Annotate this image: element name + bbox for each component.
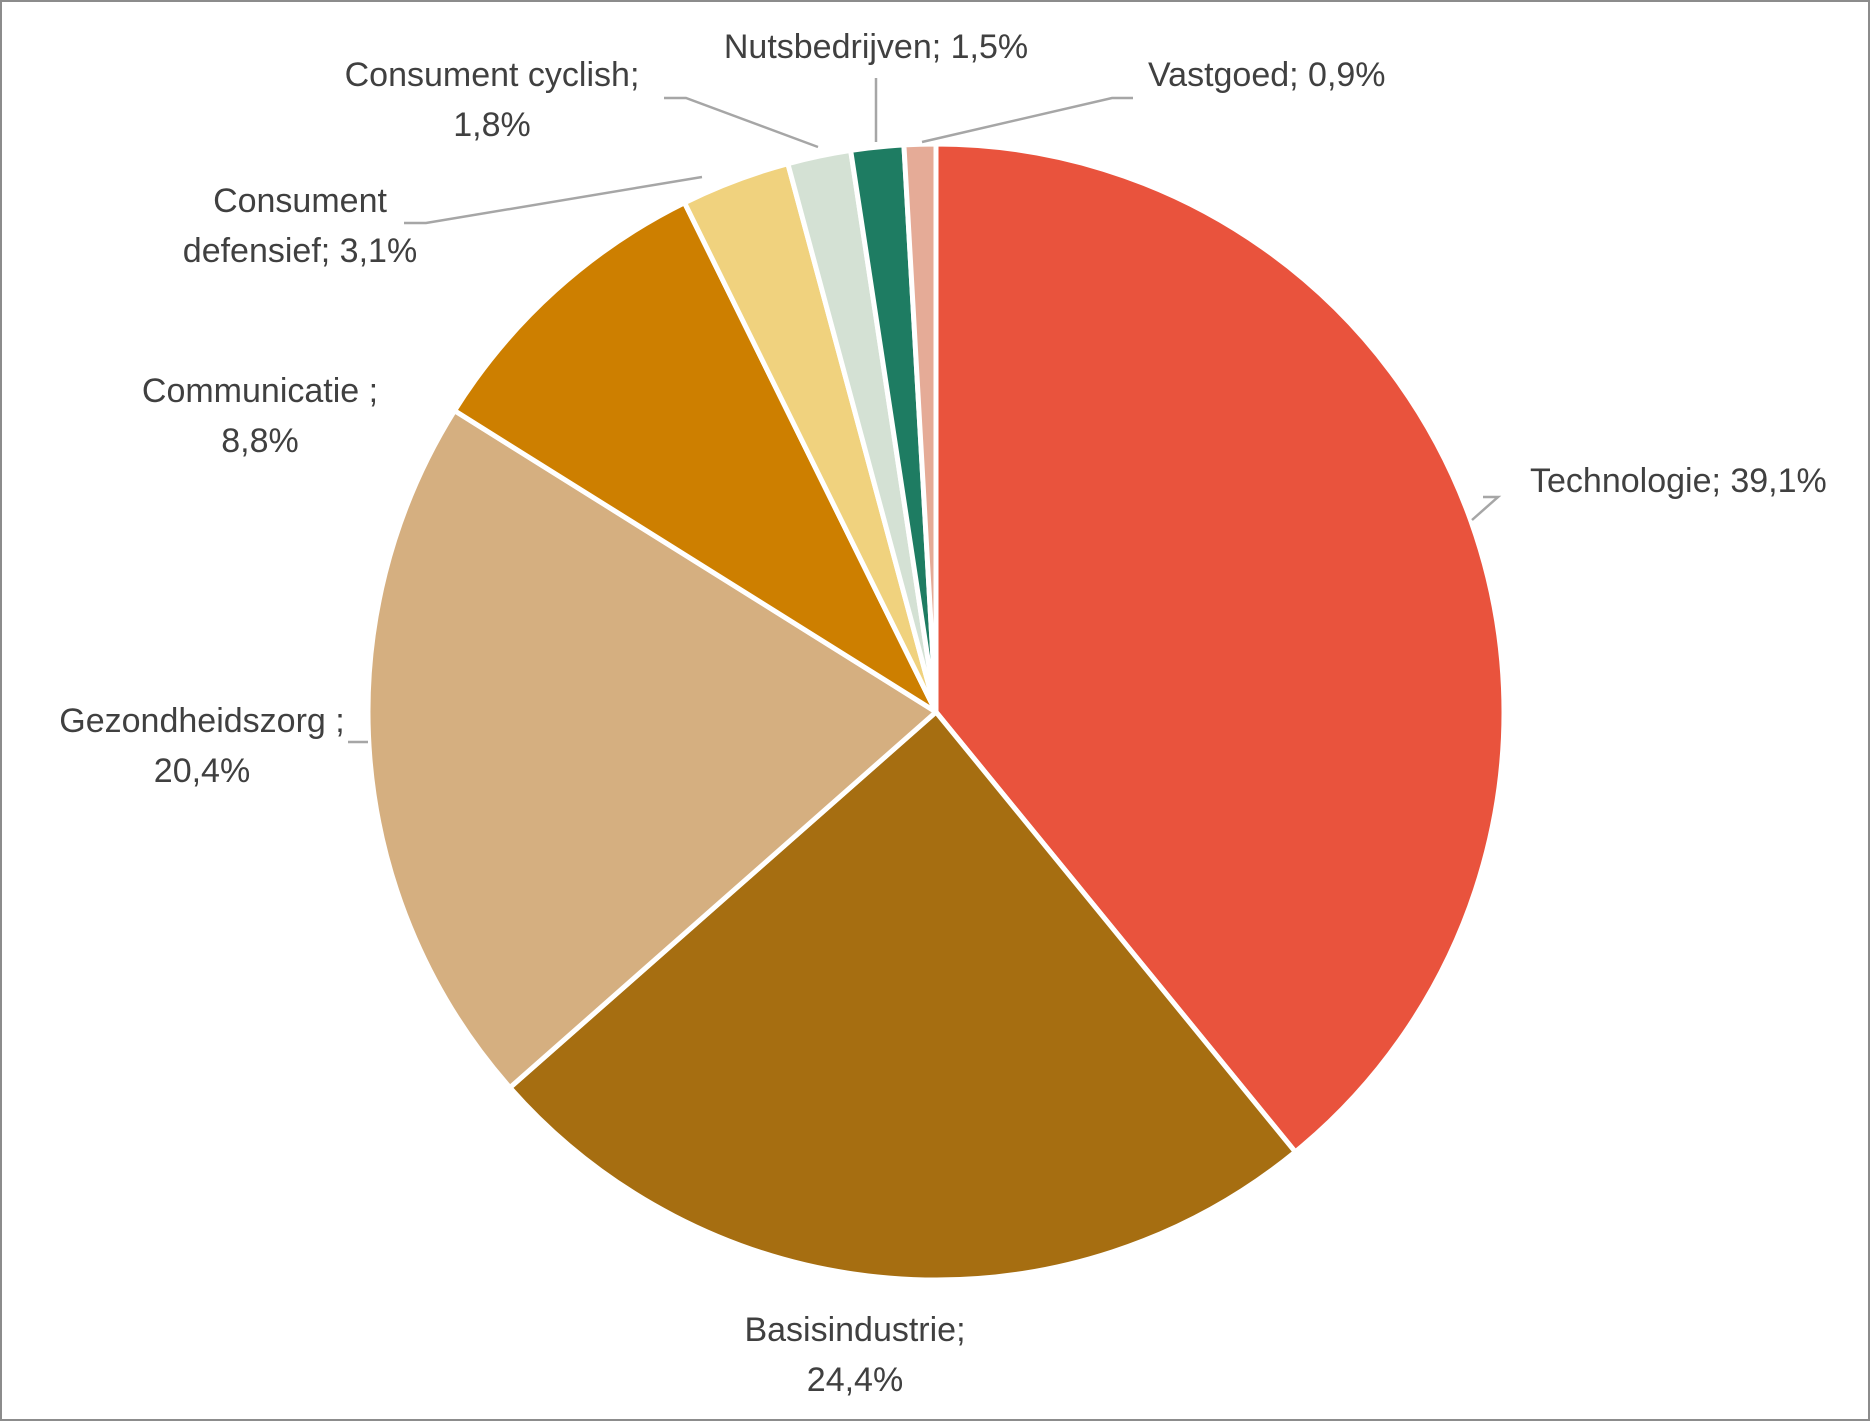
data-label-line: Technologie; 39,1% xyxy=(1530,462,1827,500)
data-label-vastgoed: Vastgoed; 0,9% xyxy=(1148,56,1386,94)
data-label-gezondheidszorg: Gezondheidszorg ; 20,4% xyxy=(59,702,344,790)
pie-slice-communicatie xyxy=(452,200,939,715)
leader-line-consument-cyclish xyxy=(664,96,819,149)
data-label-line: defensief; 3,1% xyxy=(183,232,417,270)
slice-labels: Technologie; 39,1% Basisindustrie; 24,4% Ge… xyxy=(59,28,1826,1399)
data-label-line: Communicatie ; xyxy=(142,372,378,410)
data-label-line: Consument xyxy=(213,182,387,220)
leader-lines xyxy=(348,78,1502,744)
data-label-line: 20,4% xyxy=(154,752,250,790)
pie-slice-basisindustrie xyxy=(507,709,1298,1283)
pie-slice-technologie xyxy=(933,141,1507,1155)
data-label-line: Basisindustrie; xyxy=(744,1311,965,1349)
data-label-line: 8,8% xyxy=(221,422,299,460)
data-label-nutsbedrijven: Nutsbedrijven; 1,5% xyxy=(724,28,1028,66)
data-label-technologie: Technologie; 39,1% xyxy=(1530,462,1827,500)
data-label-communicatie: Communicatie ; 8,8% xyxy=(142,372,378,460)
pie-slice-gezondheidszorg xyxy=(365,408,939,1091)
data-label-line: 1,8% xyxy=(453,106,531,144)
data-label-line: Nutsbedrijven; 1,5% xyxy=(724,28,1028,66)
data-label-line: Gezondheidszorg ; xyxy=(59,702,344,740)
data-label-consument-cyclish: Consument cyclish; 1,8% xyxy=(345,56,640,144)
data-label-line: 24,4% xyxy=(807,1361,903,1399)
data-label-line: Vastgoed; 0,9% xyxy=(1148,56,1386,94)
data-label-basisindustrie: Basisindustrie; 24,4% xyxy=(744,1311,965,1399)
leader-line-consument-defensief xyxy=(404,175,703,225)
pie-slice-vastgoed xyxy=(901,141,939,715)
pie-slices xyxy=(365,141,1507,1283)
data-label-consument-defensief: Consument defensief; 3,1% xyxy=(183,182,417,270)
leader-line-technologie xyxy=(1471,495,1502,521)
data-label-line: Consument cyclish; xyxy=(345,56,640,94)
leader-line-vastgoed xyxy=(921,96,1133,144)
